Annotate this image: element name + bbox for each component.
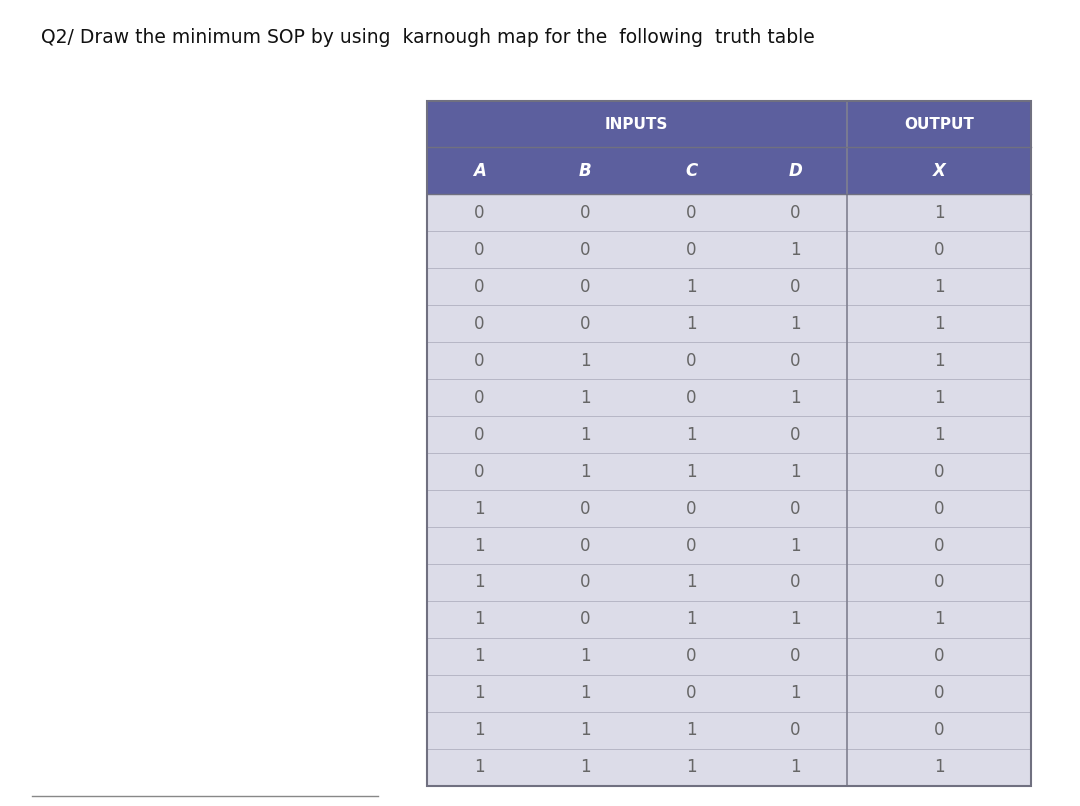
- Text: 0: 0: [934, 647, 944, 666]
- Text: 1: 1: [791, 463, 801, 480]
- Text: 0: 0: [580, 537, 591, 555]
- Text: 1: 1: [474, 537, 485, 555]
- Text: 1: 1: [580, 388, 591, 406]
- Text: 0: 0: [934, 574, 944, 592]
- Text: 0: 0: [686, 388, 697, 406]
- Text: 0: 0: [791, 204, 800, 222]
- Text: 1: 1: [686, 463, 697, 480]
- Text: OUTPUT: OUTPUT: [904, 117, 974, 131]
- Text: 0: 0: [791, 721, 800, 739]
- Text: 0: 0: [934, 684, 944, 702]
- Text: 1: 1: [791, 388, 801, 406]
- Text: 1: 1: [791, 537, 801, 555]
- Text: 1: 1: [580, 647, 591, 666]
- Text: 0: 0: [791, 647, 800, 666]
- Text: 1: 1: [474, 610, 485, 629]
- Text: 1: 1: [686, 574, 697, 592]
- Text: 0: 0: [791, 351, 800, 370]
- Text: 0: 0: [474, 388, 485, 406]
- Text: 0: 0: [686, 351, 697, 370]
- Text: 0: 0: [934, 241, 944, 259]
- Bar: [427, 101, 1031, 786]
- Text: 1: 1: [686, 278, 697, 296]
- Text: 0: 0: [791, 278, 800, 296]
- Text: 0: 0: [474, 314, 485, 333]
- Text: 1: 1: [934, 388, 945, 406]
- Text: 1: 1: [580, 758, 591, 776]
- Text: 1: 1: [474, 574, 485, 592]
- Text: 1: 1: [580, 426, 591, 443]
- Text: 1: 1: [580, 351, 591, 370]
- Text: 1: 1: [791, 758, 801, 776]
- Text: 0: 0: [686, 684, 697, 702]
- Text: 1: 1: [474, 647, 485, 666]
- Text: 0: 0: [686, 537, 697, 555]
- Text: A: A: [473, 162, 486, 180]
- Text: 1: 1: [474, 758, 485, 776]
- Text: 1: 1: [580, 721, 591, 739]
- Bar: [427, 101, 1031, 147]
- Text: 0: 0: [474, 241, 485, 259]
- Bar: [427, 147, 1031, 194]
- Text: 1: 1: [474, 684, 485, 702]
- Text: D: D: [788, 162, 802, 180]
- Text: 0: 0: [934, 537, 944, 555]
- Text: 0: 0: [791, 574, 800, 592]
- Text: 1: 1: [934, 204, 945, 222]
- Text: 0: 0: [580, 574, 591, 592]
- Text: 0: 0: [474, 463, 485, 480]
- Text: 1: 1: [474, 500, 485, 517]
- Text: 1: 1: [474, 721, 485, 739]
- Text: 0: 0: [934, 500, 944, 517]
- Text: 0: 0: [580, 278, 591, 296]
- Text: 1: 1: [580, 463, 591, 480]
- Text: 0: 0: [686, 647, 697, 666]
- Text: X: X: [933, 162, 946, 180]
- Text: 0: 0: [474, 426, 485, 443]
- Text: INPUTS: INPUTS: [605, 117, 669, 131]
- Text: 1: 1: [686, 426, 697, 443]
- Text: Q2/ Draw the minimum SOP by using  karnough map for the  following  truth table: Q2/ Draw the minimum SOP by using karnou…: [41, 28, 814, 48]
- Text: 0: 0: [791, 426, 800, 443]
- Text: 0: 0: [474, 278, 485, 296]
- Text: 0: 0: [580, 314, 591, 333]
- Text: 1: 1: [686, 721, 697, 739]
- Text: 1: 1: [580, 684, 591, 702]
- Text: 1: 1: [791, 314, 801, 333]
- Text: 1: 1: [686, 314, 697, 333]
- Text: 1: 1: [934, 351, 945, 370]
- Text: 1: 1: [934, 758, 945, 776]
- Text: 0: 0: [580, 241, 591, 259]
- Text: 0: 0: [580, 204, 591, 222]
- Text: C: C: [685, 162, 698, 180]
- Text: 1: 1: [934, 426, 945, 443]
- Text: 0: 0: [686, 241, 697, 259]
- Text: 0: 0: [474, 351, 485, 370]
- Text: 0: 0: [580, 500, 591, 517]
- Text: 0: 0: [791, 500, 800, 517]
- Text: 0: 0: [686, 500, 697, 517]
- Text: B: B: [579, 162, 592, 180]
- Text: 1: 1: [686, 758, 697, 776]
- Text: 1: 1: [934, 278, 945, 296]
- Text: 1: 1: [934, 610, 945, 629]
- Text: 0: 0: [474, 204, 485, 222]
- Text: 0: 0: [934, 463, 944, 480]
- Text: 1: 1: [934, 314, 945, 333]
- Text: 1: 1: [686, 610, 697, 629]
- Text: 1: 1: [791, 610, 801, 629]
- Text: 0: 0: [934, 721, 944, 739]
- Text: 0: 0: [686, 204, 697, 222]
- Text: 1: 1: [791, 684, 801, 702]
- Bar: [427, 101, 1031, 786]
- Text: 0: 0: [580, 610, 591, 629]
- Text: 1: 1: [791, 241, 801, 259]
